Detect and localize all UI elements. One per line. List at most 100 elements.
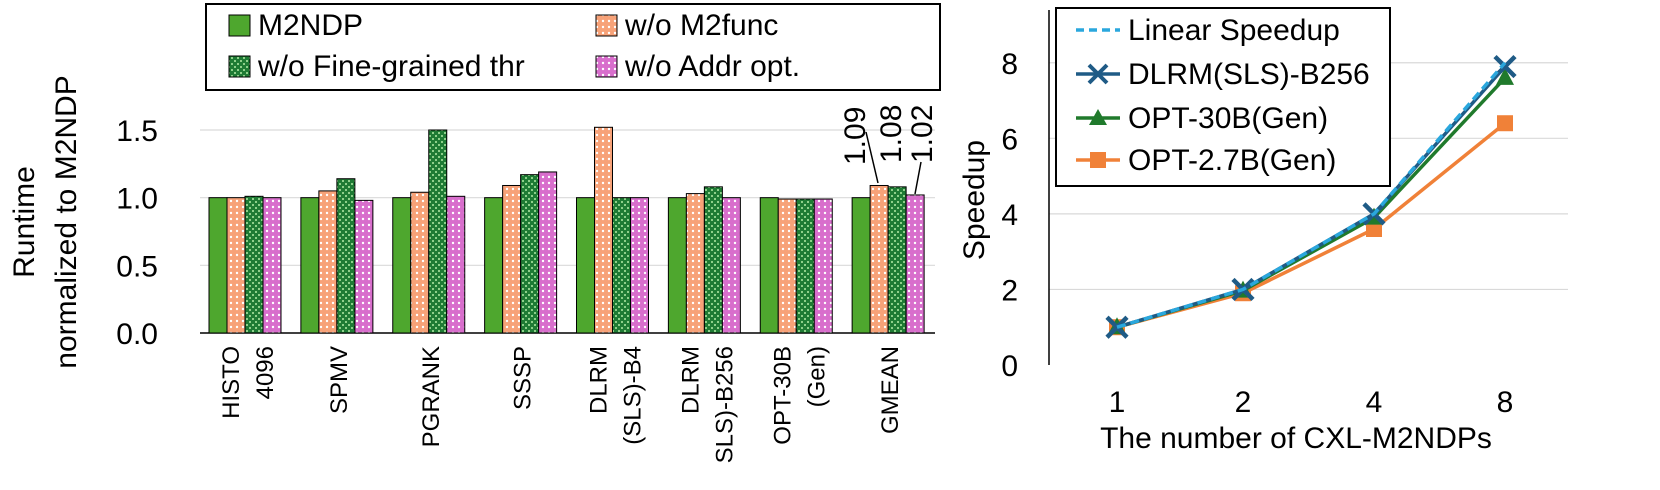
bar-x-tick-histo-4096-line1: HISTO (218, 346, 245, 419)
bar-x-tick-labels: HISTO 4096 SPMV PGRANK SSSP DLRM (SLS)-B4 DLRM S… (218, 346, 904, 463)
legend-swatch-wo-fine-grained (228, 55, 251, 78)
point-opt-2-7b-gen-4 (1366, 221, 1382, 237)
legend-label-linear: Linear Speedup (1128, 14, 1340, 47)
bar-w-o-addr-opt-spmv (354, 199, 374, 334)
bar-w-o-fine-grained-thr-opt-30b-gen (795, 198, 815, 334)
bar-legend-frame (205, 3, 941, 91)
bar-x-tick-sssp-line1: SSSP (510, 346, 537, 410)
bar-w-o-m2func-histo-4096 (226, 197, 246, 334)
bar-x-tick-dlrm-sls-b4-line2: (SLS)-B4 (620, 346, 647, 445)
bar-w-o-m2func-opt-30b-gen (777, 198, 797, 334)
bar-y-tick-labels: 0.0 0.5 1.0 1.5 (116, 115, 158, 351)
annotation-1-02: 1.02 (906, 105, 939, 163)
bar-w-o-fine-grained-thr-dlrm-sls-b4 (612, 197, 631, 334)
bar-series (208, 126, 925, 334)
line-x-axis-label: The number of CXL-M2NDPs (1100, 422, 1492, 455)
line-y-tick-8: 8 (1001, 48, 1018, 81)
legend-marker-opt30b (1089, 109, 1107, 125)
bar-w-o-m2func-spmv (318, 190, 338, 334)
bar-m2ndp-dlrm-sls-b4 (576, 197, 595, 334)
bar-y-tick-1-5: 1.5 (116, 115, 158, 148)
line-series (1105, 54, 1517, 339)
line-y-axis-label: Speedup (958, 140, 991, 260)
bar-w-o-addr-opt-histo-4096 (262, 197, 282, 334)
bar-m2ndp-gmean (851, 197, 871, 334)
bar-w-o-addr-opt-dlrm-sls-b4 (630, 197, 649, 334)
legend-label-opt27b: OPT-2.7B(Gen) (1128, 144, 1336, 177)
bar-w-o-fine-grained-thr-gmean (887, 186, 907, 334)
bar-m2ndp-opt-30b-gen (759, 197, 779, 334)
annotation-leader-1 (865, 131, 879, 184)
bar-w-o-m2func-dlrm-sls-b4 (594, 126, 613, 334)
legend-label-wo-addr-opt: w/o Addr opt. (624, 50, 800, 83)
bar-x-tick-gmean-line1: GMEAN (877, 346, 904, 434)
bar-w-o-fine-grained-thr-pgrank (428, 129, 448, 334)
bar-x-tick-dlrm-sls-b256-line1: DLRM (677, 346, 704, 414)
bar-legend: M2NDP w/o M2func w/o Fine-grained thr w/… (205, 3, 941, 91)
bar-x-tick-spmv-line1: SPMV (326, 346, 353, 414)
line-x-tick-8: 8 (1497, 386, 1514, 419)
bar-x-tick-dlrm-sls-b256-line2: SLS)-B256 (711, 346, 738, 463)
bar-chart: 0.0 0.5 1.0 1.5 HISTO 4096 SPMV PGRANK SSSP DLRM… (8, 3, 941, 463)
bar-w-o-fine-grained-thr-dlrm-sls-b256 (703, 186, 723, 334)
line-x-tick-2: 2 (1235, 386, 1252, 419)
bar-x-tick-opt-30b-gen-line1: OPT-30B (769, 346, 796, 445)
line-y-tick-4: 4 (1001, 199, 1018, 232)
bar-m2ndp-histo-4096 (208, 197, 228, 334)
point-opt-30b-gen-8 (1496, 67, 1514, 85)
bar-y-tick-0-0: 0.0 (116, 318, 158, 351)
line-y-tick-0: 0 (1001, 350, 1018, 383)
legend-label-opt30b: OPT-30B(Gen) (1128, 102, 1328, 135)
bar-y-tick-1-0: 1.0 (116, 183, 158, 216)
bar-w-o-fine-grained-thr-histo-4096 (244, 195, 264, 334)
bar-w-o-addr-opt-dlrm-sls-b256 (721, 197, 741, 334)
annotation-1-08: 1.08 (875, 105, 908, 163)
legend-swatch-wo-addr-opt (595, 55, 618, 78)
point-dlrm-sls-b256-8 (1493, 54, 1517, 79)
line-y-tick-6: 6 (1001, 123, 1018, 156)
line-legend-frame (1055, 7, 1391, 187)
bar-x-tick-opt-30b-gen-line2: (Gen) (803, 346, 830, 407)
line-x-tick-1: 1 (1109, 386, 1126, 419)
bar-x-tick-pgrank-line1: PGRANK (418, 346, 445, 447)
point-opt-2-7b-gen-8 (1497, 115, 1513, 132)
bar-m2ndp-spmv (300, 197, 320, 334)
bar-y-axis-label-line1: Runtime (8, 166, 41, 278)
bar-m2ndp-sssp (484, 197, 504, 334)
bar-w-o-addr-opt-pgrank (446, 195, 466, 334)
bar-w-o-m2func-pgrank (410, 191, 430, 334)
bar-m2ndp-pgrank (392, 197, 412, 334)
bar-m2ndp-dlrm-sls-b256 (667, 197, 687, 334)
legend-label-m2ndp: M2NDP (258, 9, 363, 42)
legend-swatch-wo-m2func (595, 14, 618, 37)
bar-w-o-addr-opt-sssp (538, 171, 558, 334)
line-legend: Linear Speedup DLRM(SLS)-B256 OPT-30B(Ge… (1055, 7, 1391, 187)
line-y-tick-labels: 0 2 4 6 8 (1001, 48, 1018, 383)
bar-w-o-fine-grained-thr-sssp (520, 174, 540, 334)
bar-y-tick-0-5: 0.5 (116, 250, 158, 283)
legend-label-dlrm: DLRM(SLS)-B256 (1128, 58, 1370, 91)
legend-label-wo-m2func: w/o M2func (624, 9, 778, 42)
bar-y-axis-label-line2: normalized to M2NDP (50, 75, 83, 368)
line-x-tick-labels: 1 2 4 8 (1109, 386, 1514, 419)
annotation-1-09: 1.09 (839, 107, 872, 165)
legend-label-wo-fine-grained: w/o Fine-grained thr (257, 50, 525, 83)
bar-x-tick-histo-4096-line2: 4096 (252, 346, 279, 399)
line-linear-speedup (1116, 61, 1507, 329)
legend-marker-dlrm (1087, 63, 1109, 85)
bar-w-o-fine-grained-thr-spmv (336, 178, 356, 334)
legend-marker-opt27b (1090, 152, 1106, 168)
legend-swatch-m2ndp (228, 14, 251, 37)
line-y-tick-2: 2 (1001, 274, 1018, 307)
bar-w-o-m2func-sssp (502, 184, 522, 334)
bar-w-o-m2func-gmean (869, 184, 889, 334)
bar-w-o-m2func-dlrm-sls-b256 (685, 193, 705, 334)
line-chart: 0 2 4 6 8 1 2 4 8 Speedup The number of CXL-M2N… (958, 7, 1568, 455)
bar-x-tick-dlrm-sls-b4-line1: DLRM (586, 346, 613, 414)
gmean-annotations: 1.09 1.08 1.02 (839, 105, 939, 195)
line-x-tick-4: 4 (1366, 386, 1383, 419)
bar-w-o-addr-opt-opt-30b-gen (813, 198, 833, 334)
annotation-leader-3 (914, 161, 922, 195)
bar-w-o-addr-opt-gmean (905, 194, 925, 334)
